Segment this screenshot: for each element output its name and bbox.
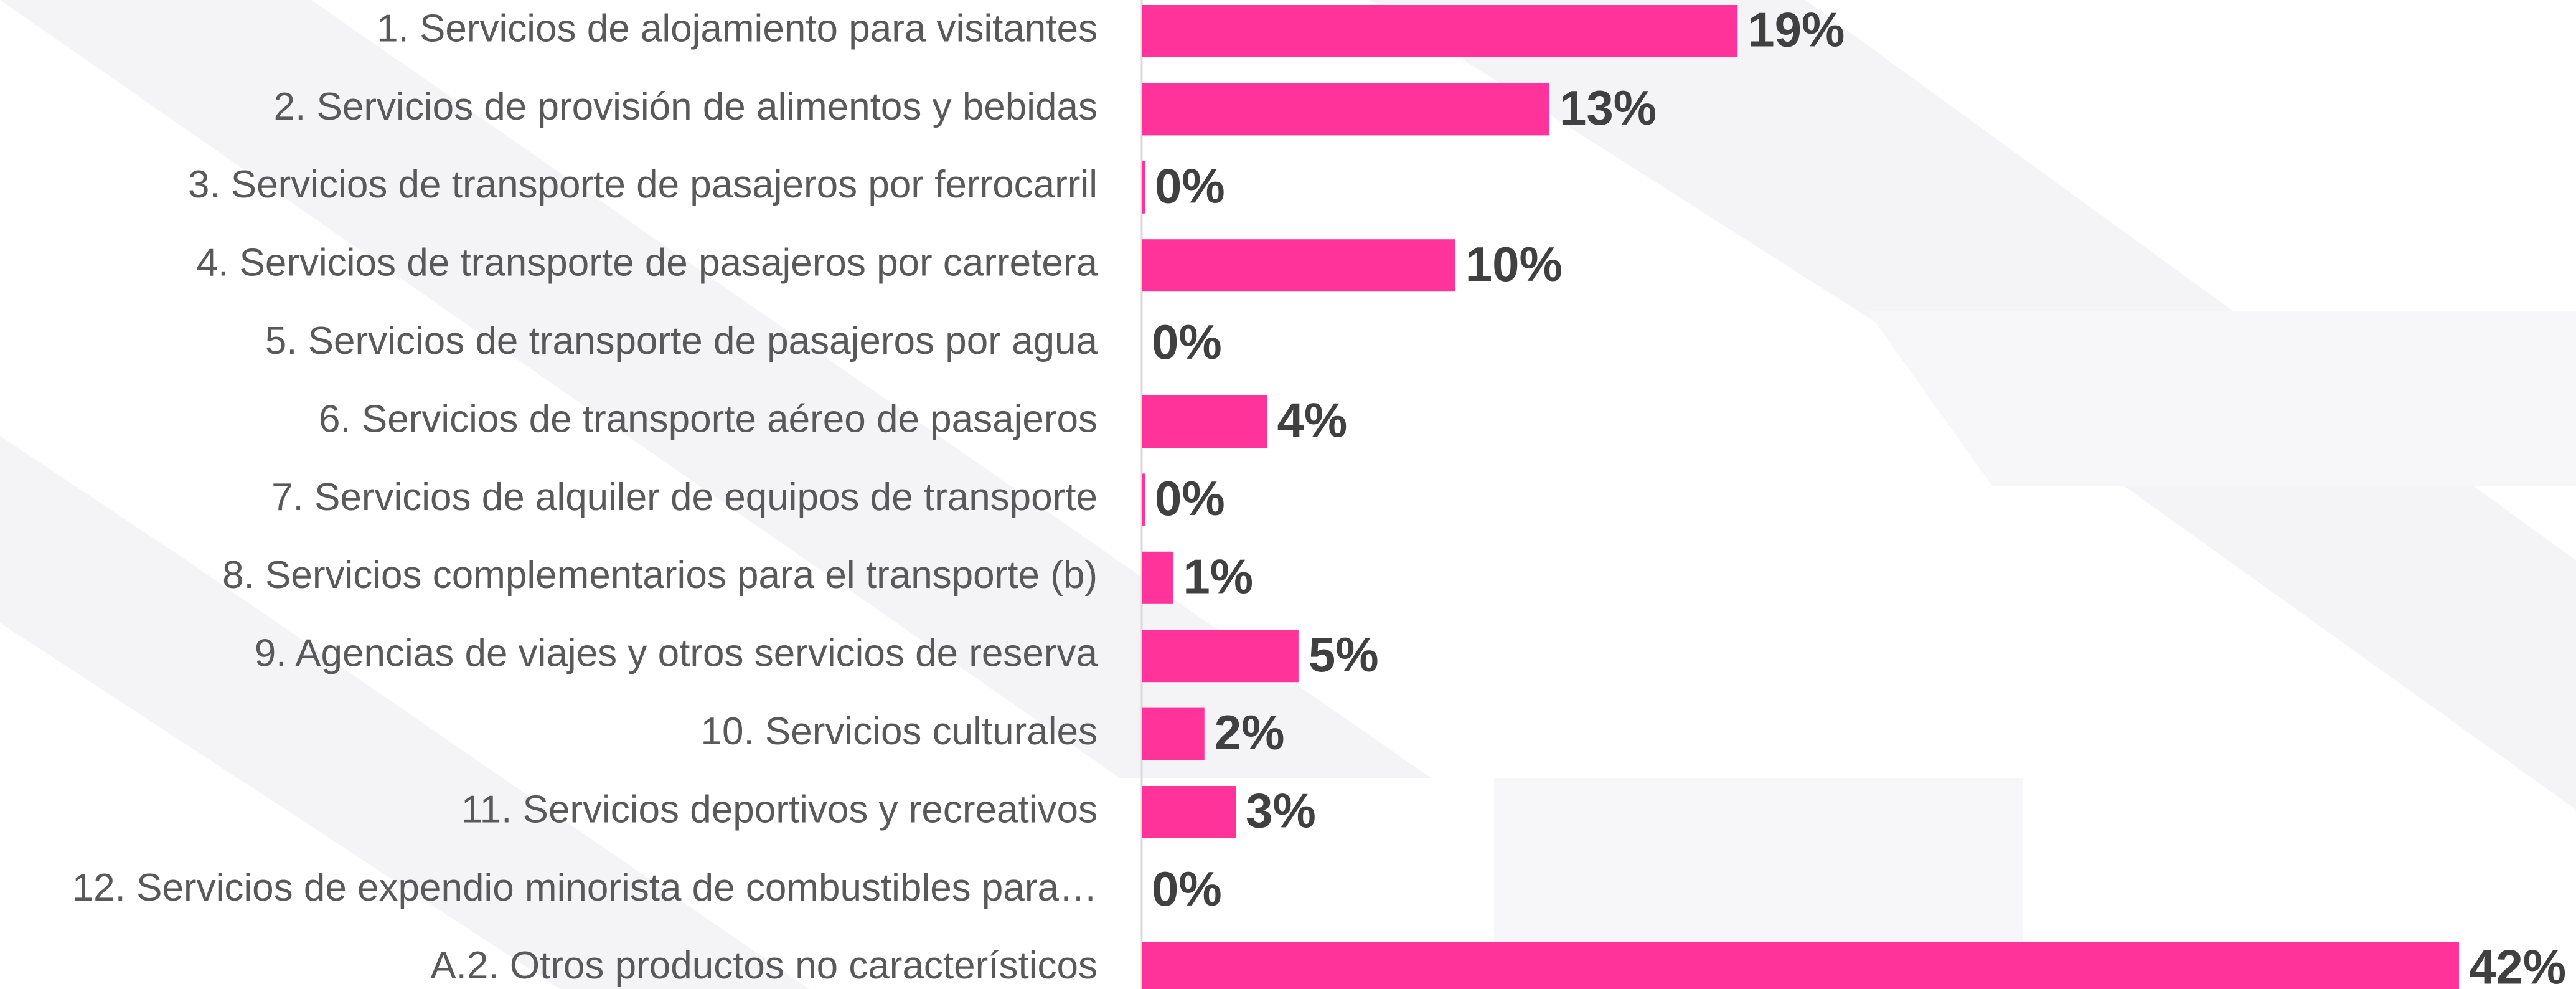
category-label: 3. Servicios de transporte de pasajeros … [188,163,1098,206]
watermark-shape [1494,778,2023,989]
watermark-shape [1868,311,2576,486]
value-label: 5% [1309,627,1379,682]
bar [1142,5,1738,57]
category-label: 2. Servicios de provisión de alimentos y… [274,85,1098,128]
value-label: 0% [1155,471,1225,526]
bar [1142,473,1145,526]
bar [1142,239,1455,292]
category-label: 9. Agencias de viajes y otros servicios … [255,632,1098,675]
value-label: 0% [1152,861,1222,916]
value-label: 19% [1747,2,1845,57]
value-label: 10% [1465,237,1563,291]
category-label: 4. Servicios de transporte de pasajeros … [197,242,1098,285]
value-label: 2% [1215,705,1285,760]
value-label: 13% [1559,80,1657,135]
category-label: 6. Servicios de transporte aéreo de pasa… [319,397,1098,440]
category-label: A.2. Otros productos no característicos [430,944,1098,987]
bar [1142,83,1549,136]
value-label: 42% [2469,939,2566,989]
category-label: 8. Servicios complementarios para el tra… [222,554,1098,597]
category-label: 7. Servicios de alquiler de equipos de t… [271,476,1098,519]
bar [1142,707,1205,760]
value-label: 4% [1277,393,1348,448]
bar [1142,395,1267,448]
category-label: 1. Servicios de alojamiento para visitan… [377,7,1098,50]
value-label: 3% [1246,783,1316,838]
value-label: 0% [1155,158,1225,213]
category-label: 12. Servicios de expendio minorista de c… [72,866,1098,909]
bar [1142,630,1299,683]
watermark-shape [0,436,809,989]
value-label: 1% [1183,549,1253,603]
bar [1142,161,1145,214]
category-label: 11. Servicios deportivos y recreativos [461,788,1098,831]
category-label: 5. Servicios de transporte de pasajeros … [265,319,1098,362]
bar [1142,942,2459,989]
bar [1142,786,1236,838]
category-label: 10. Servicios culturales [701,710,1098,753]
watermark-shape [0,0,1432,778]
bar [1142,551,1173,604]
value-label: 0% [1152,315,1222,369]
